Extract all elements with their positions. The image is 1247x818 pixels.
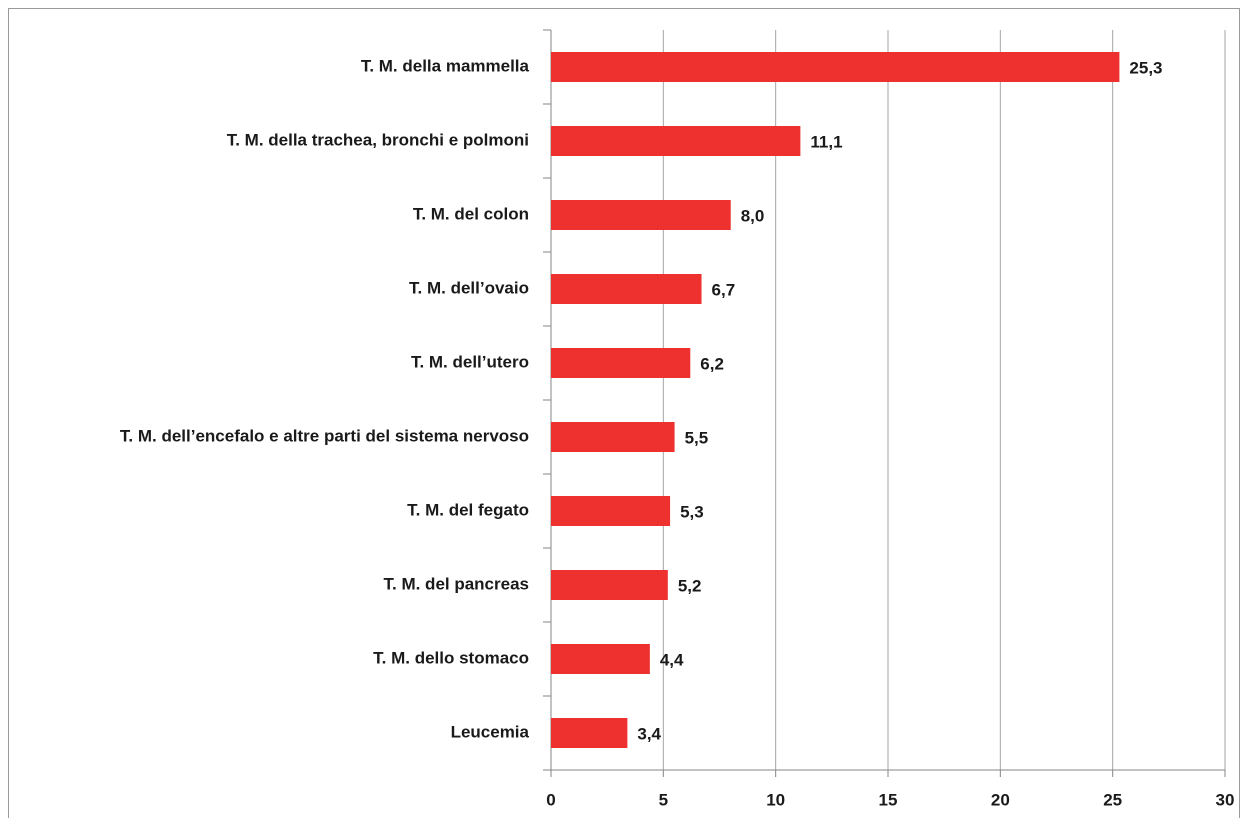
bar — [551, 718, 628, 748]
x-tick-label: 5 — [659, 790, 668, 809]
category-label: T. M. del pancreas — [384, 574, 530, 593]
chart-frame — [8, 8, 1240, 818]
category-label: T. M. della mammella — [361, 56, 530, 75]
x-tick-label: 0 — [546, 790, 555, 809]
x-tick-label: 20 — [991, 790, 1010, 809]
bar — [551, 200, 731, 230]
x-tick-label: 10 — [766, 790, 785, 809]
bar — [551, 570, 668, 600]
bar — [551, 348, 691, 378]
bar — [551, 496, 671, 526]
category-label: T. M. della trachea, bronchi e polmoni — [227, 130, 529, 149]
data-label: 8,0 — [741, 206, 765, 225]
category-label: T. M. del colon — [413, 204, 529, 223]
bar — [551, 52, 1120, 82]
data-label: 3,4 — [637, 724, 661, 743]
category-label: Leucemia — [451, 722, 530, 741]
x-tick-label: 30 — [1216, 790, 1235, 809]
x-tick-label: 15 — [879, 790, 898, 809]
data-label: 5,5 — [685, 428, 709, 447]
data-label: 5,2 — [678, 576, 702, 595]
bar — [551, 274, 702, 304]
bar — [551, 422, 675, 452]
category-label: T. M. dell’encefalo e altre parti del si… — [120, 426, 529, 445]
category-label: T. M. del fegato — [407, 500, 529, 519]
category-label: T. M. dell’utero — [411, 352, 529, 371]
data-label: 4,4 — [660, 650, 684, 669]
data-label: 6,2 — [700, 354, 724, 373]
bar — [551, 644, 650, 674]
data-label: 25,3 — [1129, 58, 1162, 77]
x-tick-label: 25 — [1103, 790, 1122, 809]
data-label: 5,3 — [680, 502, 704, 521]
bar — [551, 126, 801, 156]
category-label: T. M. dello stomaco — [373, 648, 529, 667]
data-label: 11,1 — [810, 132, 842, 151]
category-label: T. M. dell’ovaio — [409, 278, 529, 297]
data-label: 6,7 — [712, 280, 736, 299]
